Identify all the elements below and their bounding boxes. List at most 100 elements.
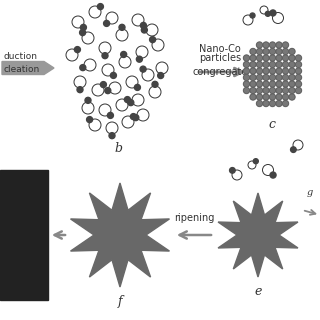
Circle shape: [289, 94, 295, 100]
Circle shape: [269, 94, 276, 100]
Circle shape: [158, 73, 164, 78]
Text: ripening: ripening: [174, 213, 214, 223]
Circle shape: [269, 49, 276, 54]
Circle shape: [269, 81, 276, 87]
Circle shape: [283, 42, 289, 48]
Circle shape: [263, 55, 269, 61]
Circle shape: [250, 55, 256, 61]
Circle shape: [244, 81, 250, 87]
Circle shape: [244, 55, 250, 61]
Circle shape: [149, 36, 156, 43]
Bar: [0, 170, 48, 300]
Text: e: e: [254, 285, 262, 298]
Circle shape: [102, 53, 108, 59]
Circle shape: [263, 81, 269, 87]
Circle shape: [276, 55, 282, 61]
Circle shape: [80, 29, 85, 36]
Circle shape: [244, 75, 250, 81]
Circle shape: [257, 87, 262, 93]
Circle shape: [263, 100, 269, 107]
Circle shape: [257, 68, 262, 74]
Circle shape: [257, 49, 262, 54]
Circle shape: [263, 94, 269, 100]
Circle shape: [77, 87, 83, 93]
Polygon shape: [218, 193, 298, 277]
Circle shape: [295, 61, 301, 68]
Circle shape: [263, 68, 269, 74]
Circle shape: [270, 10, 276, 16]
Text: cleation: cleation: [3, 65, 39, 74]
Circle shape: [276, 61, 282, 68]
Circle shape: [97, 4, 103, 10]
Circle shape: [283, 49, 289, 54]
Circle shape: [291, 147, 296, 152]
Circle shape: [276, 81, 282, 87]
Circle shape: [276, 100, 282, 107]
Circle shape: [128, 100, 134, 106]
Circle shape: [289, 49, 295, 54]
Circle shape: [244, 87, 250, 93]
Circle shape: [283, 68, 289, 74]
Circle shape: [276, 49, 282, 54]
Circle shape: [269, 87, 276, 93]
Circle shape: [131, 114, 136, 120]
Circle shape: [244, 68, 250, 74]
Circle shape: [289, 68, 295, 74]
Circle shape: [289, 55, 295, 61]
Circle shape: [283, 81, 289, 87]
Circle shape: [136, 56, 142, 62]
Circle shape: [229, 168, 235, 173]
Circle shape: [295, 87, 301, 93]
Circle shape: [121, 52, 127, 58]
Circle shape: [140, 22, 147, 28]
Circle shape: [100, 82, 107, 88]
Text: f: f: [118, 295, 122, 308]
Circle shape: [269, 55, 276, 61]
Circle shape: [134, 84, 140, 91]
Circle shape: [257, 75, 262, 81]
Text: Nano-Co: Nano-Co: [199, 44, 241, 54]
Circle shape: [141, 27, 147, 33]
Circle shape: [269, 61, 276, 68]
Circle shape: [75, 47, 80, 52]
Circle shape: [85, 97, 91, 103]
Circle shape: [289, 61, 295, 68]
Circle shape: [269, 75, 276, 81]
Circle shape: [104, 20, 109, 27]
Text: duction: duction: [3, 52, 37, 61]
Circle shape: [269, 100, 276, 107]
Circle shape: [283, 87, 289, 93]
Circle shape: [295, 75, 301, 81]
Circle shape: [110, 72, 116, 78]
Circle shape: [269, 42, 276, 48]
Circle shape: [283, 75, 289, 81]
Circle shape: [257, 42, 262, 48]
Circle shape: [108, 112, 113, 118]
Circle shape: [80, 24, 86, 30]
Circle shape: [276, 87, 282, 93]
Circle shape: [152, 81, 158, 87]
Circle shape: [140, 66, 146, 72]
Text: congregate: congregate: [192, 67, 248, 77]
Circle shape: [265, 11, 270, 16]
Circle shape: [276, 68, 282, 74]
Circle shape: [276, 94, 282, 100]
Text: particles: particles: [199, 53, 241, 63]
Circle shape: [250, 81, 256, 87]
Circle shape: [250, 75, 256, 81]
Circle shape: [250, 61, 256, 68]
Circle shape: [263, 49, 269, 54]
Circle shape: [250, 49, 256, 54]
Circle shape: [253, 159, 258, 164]
Circle shape: [257, 81, 262, 87]
Circle shape: [289, 75, 295, 81]
Circle shape: [244, 61, 250, 68]
Circle shape: [283, 94, 289, 100]
Circle shape: [270, 172, 276, 178]
Circle shape: [133, 115, 139, 121]
Circle shape: [109, 133, 115, 139]
Circle shape: [263, 87, 269, 93]
Circle shape: [250, 87, 256, 93]
Circle shape: [124, 97, 131, 103]
Circle shape: [257, 100, 262, 107]
